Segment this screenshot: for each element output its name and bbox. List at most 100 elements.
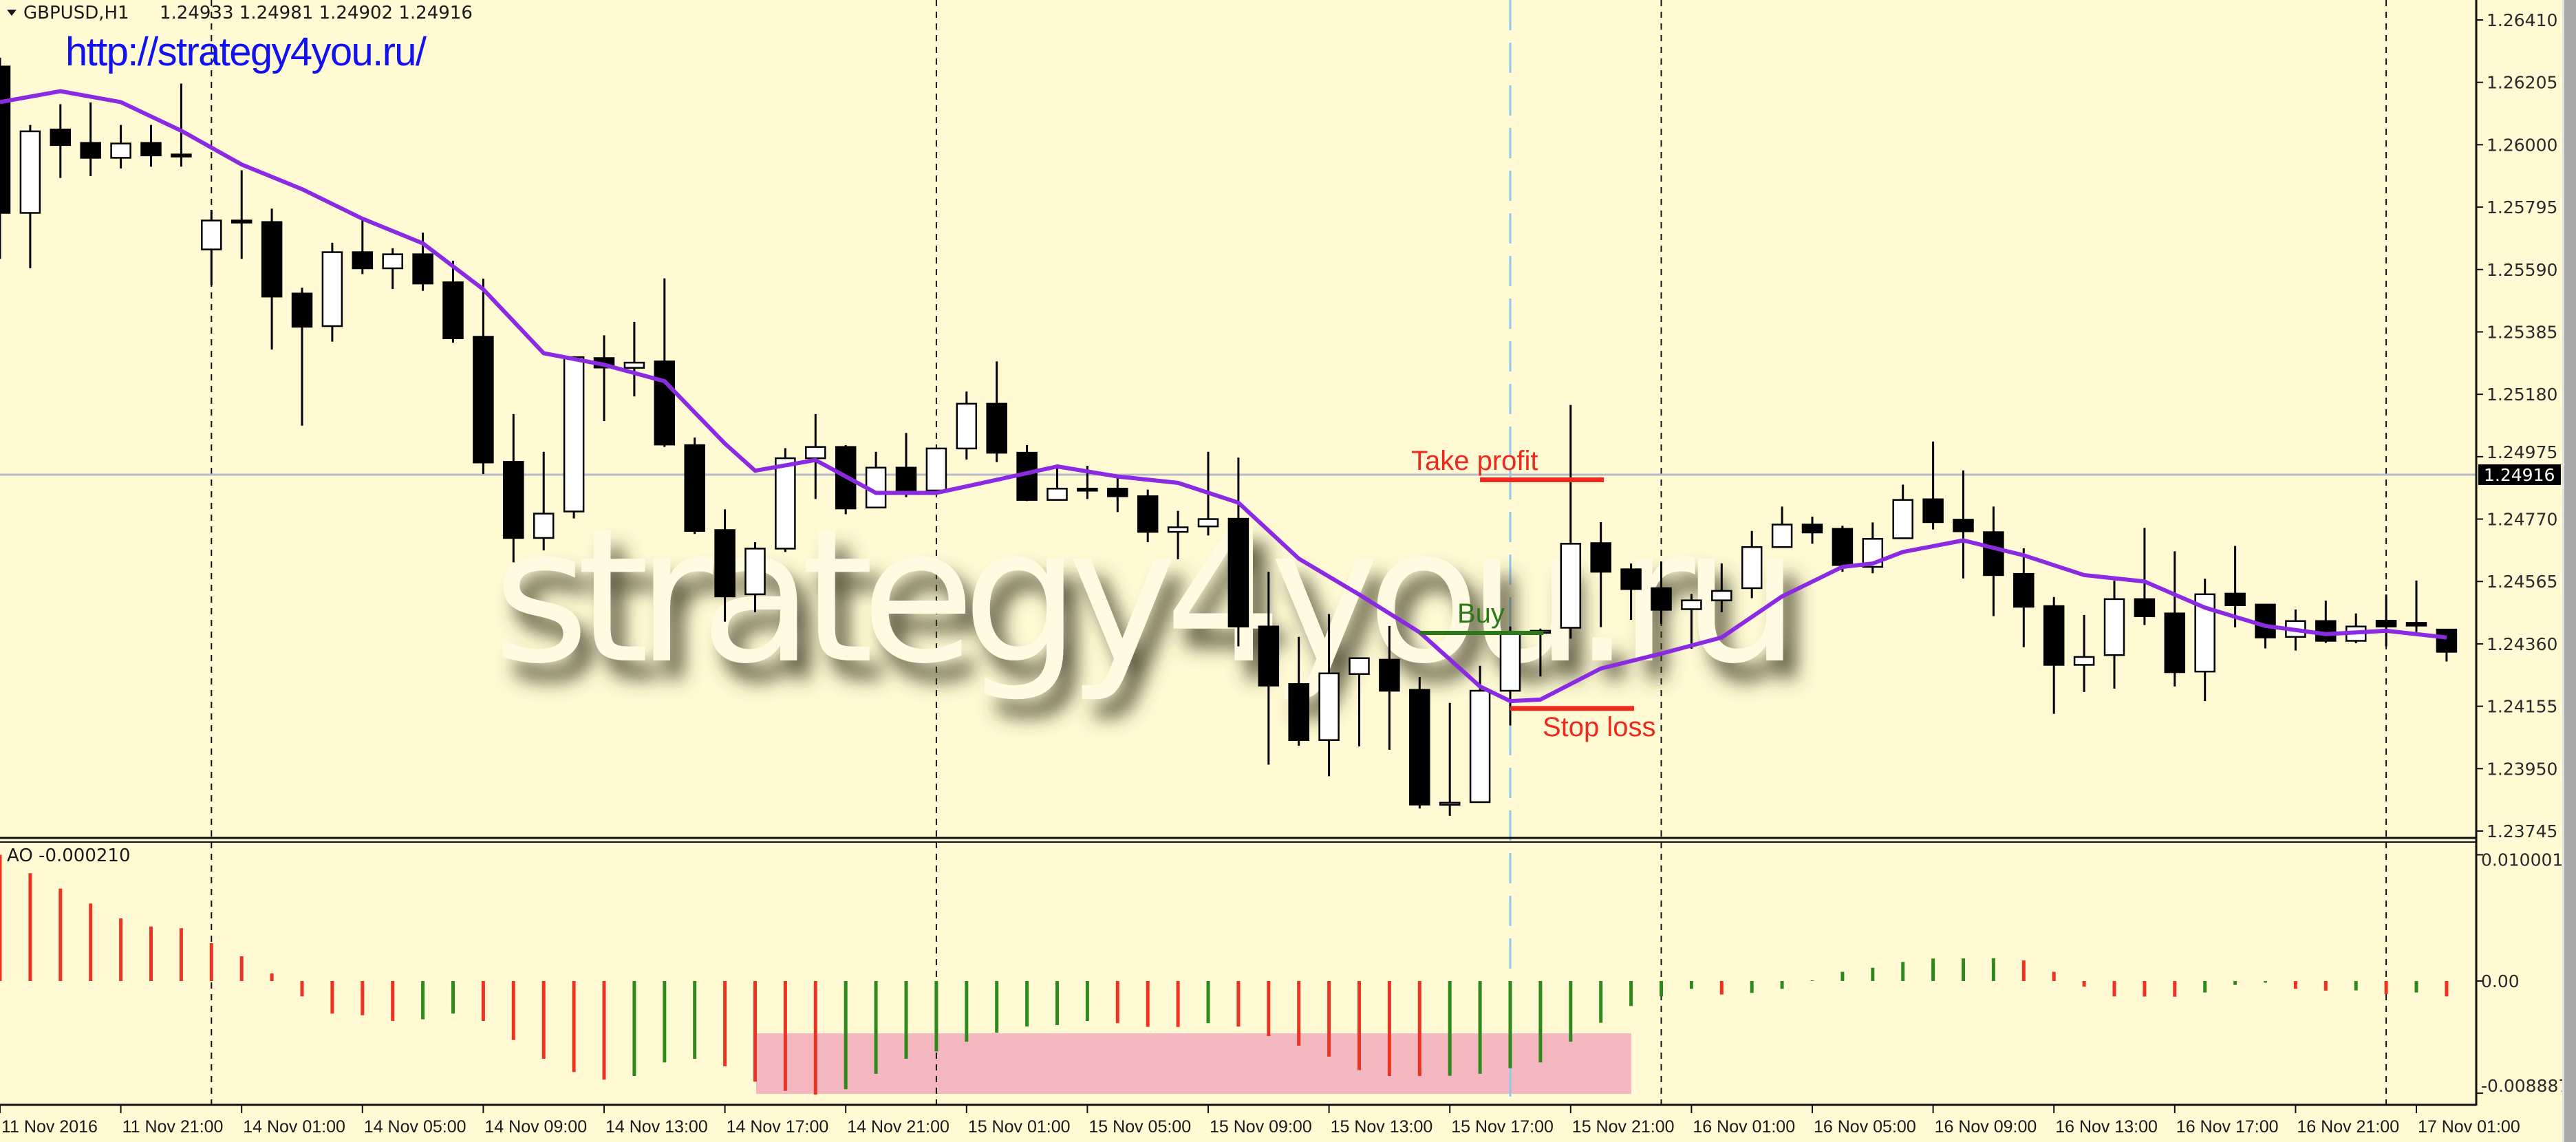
- candle-body-bear: [2436, 628, 2458, 653]
- time-tick-label: 15 Nov 01:00: [968, 1117, 1071, 1136]
- candle: [714, 509, 736, 622]
- time-tick-label: 15 Nov 09:00: [1210, 1117, 1312, 1136]
- candle: [1590, 521, 1611, 627]
- candle: [2134, 528, 2156, 625]
- time-tick-label: 16 Nov 01:00: [1693, 1117, 1795, 1136]
- time-tick-label: 16 Nov 05:00: [1814, 1117, 1916, 1136]
- candle-body-bull: [563, 356, 585, 513]
- symbol-timeframe: GBPUSD,H1: [23, 3, 129, 23]
- candle: [1892, 484, 1913, 539]
- candle-body-bear: [80, 142, 101, 159]
- candle-body-bear: [1258, 625, 1280, 687]
- time-tick-label: 14 Nov 21:00: [847, 1117, 949, 1136]
- time-tick-label: 14 Nov 09:00: [484, 1117, 587, 1136]
- candle: [1711, 563, 1732, 612]
- candle-body-bull: [1499, 632, 1521, 692]
- candle-body-bear: [1651, 587, 1672, 611]
- vertical-scrollbar[interactable]: [2562, 0, 2576, 1142]
- price-tick-label: 1.24975: [2487, 442, 2557, 462]
- candle-body-bull: [321, 251, 343, 327]
- candle-body-bear: [986, 402, 1007, 454]
- candle: [442, 260, 464, 343]
- chart-menu-triangle-icon[interactable]: [7, 10, 17, 16]
- candle: [1620, 563, 1642, 620]
- price-tick-label: 1.25385: [2487, 322, 2557, 342]
- candle-body-bull: [201, 219, 222, 250]
- candle-body-bull: [19, 130, 41, 214]
- candle-body-bear: [230, 219, 253, 224]
- candle: [1953, 470, 1974, 579]
- candle: [775, 448, 796, 552]
- moving-average-line: [0, 89, 2447, 704]
- candle-body-bull: [956, 402, 978, 450]
- candle-body-bull: [1469, 689, 1491, 804]
- candle-body-bull: [1711, 590, 1732, 601]
- price-tick-label: 1.24360: [2487, 634, 2557, 654]
- candle-body-bear: [1077, 488, 1098, 492]
- candle: [473, 279, 494, 475]
- candle: [2043, 596, 2065, 714]
- candle-body-bull: [110, 142, 131, 159]
- candle-body-bear: [2255, 603, 2276, 638]
- candle: [1288, 636, 1309, 746]
- price-axis[interactable]: 1.26410 1.26205 1.26000 1.25795 1.25590 1.253…: [2476, 10, 2557, 841]
- candle: [1439, 702, 1461, 816]
- time-tick-label: 14 Nov 01:00: [243, 1117, 345, 1136]
- candle-body-bear: [1801, 524, 1823, 534]
- candle: [171, 83, 192, 167]
- candle-body-bull: [2073, 656, 2095, 666]
- price-tick-label: 1.24770: [2487, 510, 2557, 530]
- current-price-marker: 1.24916: [2478, 464, 2561, 485]
- candle: [80, 102, 101, 176]
- candle-body-bear: [291, 292, 313, 328]
- candle: [1227, 457, 1249, 647]
- header-ohlc: 1.24933 1.24981 1.24902 1.24916: [160, 3, 473, 23]
- ao-indicator-label: AO -0.000210: [7, 845, 131, 866]
- candle-body-bear: [1227, 517, 1249, 627]
- candle: [1983, 506, 2004, 616]
- candle: [1771, 506, 1793, 548]
- candle: [1107, 476, 1128, 513]
- candle-body-bull: [1349, 657, 1370, 675]
- candle: [291, 288, 313, 426]
- ao-histogram: [0, 854, 2449, 1095]
- candle: [1137, 489, 1159, 543]
- ao-tick-label: 0.010001: [2481, 850, 2563, 870]
- candle-body-bear: [503, 461, 524, 539]
- ao-tick-label: -0.008887: [2481, 1076, 2569, 1096]
- website-link[interactable]: http://strategy4you.ru/: [65, 30, 427, 74]
- candle-body-bull: [805, 446, 826, 460]
- candle: [1560, 405, 1582, 639]
- candle-body-bull: [925, 447, 947, 492]
- candle-body-bear: [1107, 488, 1128, 497]
- candle: [1349, 657, 1370, 747]
- candle-body-bear: [412, 253, 433, 285]
- time-axis[interactable]: 11 Nov 2016 11 Nov 21:00 14 Nov 01:00 14 No…: [0, 1105, 2520, 1136]
- candle: [2224, 546, 2246, 628]
- candle-body-bull: [533, 513, 555, 539]
- candle-body-bull: [775, 457, 796, 550]
- price-tick-label: 1.25590: [2487, 260, 2557, 280]
- candle: [19, 125, 41, 268]
- candle-body-bear: [2043, 605, 2065, 666]
- candle-body-bear: [140, 142, 162, 157]
- candle: [563, 356, 585, 519]
- time-tick-label: 16 Nov 17:00: [2176, 1117, 2279, 1136]
- candle-body-bear: [1409, 689, 1430, 806]
- candle: [1801, 516, 1823, 544]
- price-tick-label: 1.25795: [2487, 197, 2557, 217]
- candle-body-bear: [2164, 612, 2186, 674]
- candle-body-bear: [50, 129, 72, 147]
- candle-body-bear: [1590, 542, 1611, 573]
- candle: [744, 542, 766, 612]
- candle: [1046, 467, 1068, 501]
- candle: [1681, 594, 1702, 649]
- candle-body-bear: [2405, 622, 2427, 627]
- candle: [503, 413, 524, 563]
- candle: [140, 125, 162, 167]
- candle: [1379, 625, 1400, 750]
- candle: [1651, 561, 1672, 624]
- ao-axis: 0.010001 0.00 -0.008887: [2476, 850, 2569, 1096]
- candle: [321, 242, 343, 342]
